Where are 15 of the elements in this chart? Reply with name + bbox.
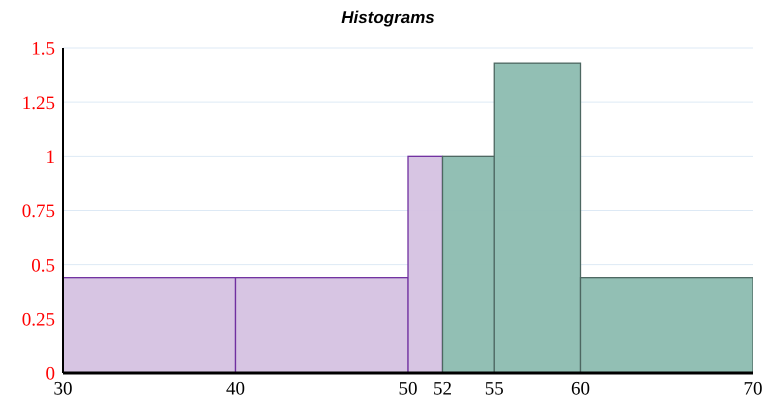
x-tick-label: 50	[398, 378, 418, 400]
y-tick-label: 0.5	[31, 255, 55, 276]
x-tick-label: 30	[54, 378, 72, 400]
chart-title: Histograms	[340, 8, 436, 29]
x-tick-label: 40	[226, 378, 245, 400]
y-tick-label: 0.75	[22, 201, 55, 222]
y-tick-label: 0	[46, 364, 55, 385]
x-tick-label: 55	[484, 378, 504, 400]
y-tick-label: 0.25	[22, 310, 55, 331]
x-tick-label: 60	[571, 378, 590, 400]
y-tick-label: 1	[46, 147, 55, 168]
y-tick-label: 1.25	[22, 92, 55, 114]
x-tick-label: 52	[433, 378, 452, 400]
y-tick-label: 1.5	[31, 38, 55, 60]
x-tick-label: 70	[744, 378, 762, 400]
